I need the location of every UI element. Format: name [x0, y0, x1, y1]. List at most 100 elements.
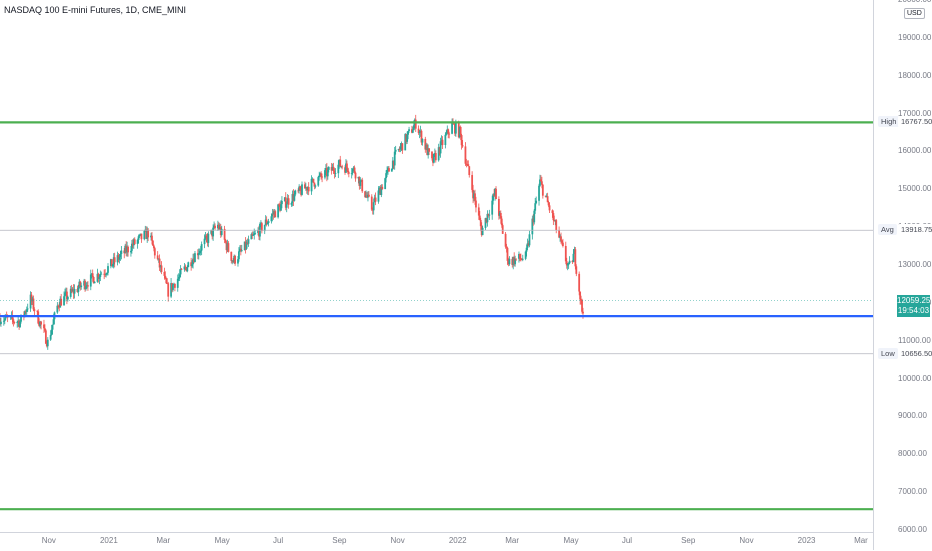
candle-body: [507, 260, 510, 265]
candle-body: [292, 194, 295, 201]
candle-body: [127, 246, 129, 253]
candle-body: [346, 163, 348, 169]
candle-body: [394, 149, 397, 152]
candle-body: [199, 250, 202, 252]
candle-body: [253, 233, 256, 236]
candle-body: [150, 235, 152, 238]
time-axis[interactable]: [0, 532, 873, 551]
candle-body: [90, 273, 93, 275]
price-tick-label: 6000.00: [898, 525, 927, 534]
price-tick-label: 20000.00: [898, 0, 931, 4]
candle-body: [210, 229, 213, 234]
candle-body: [372, 202, 375, 211]
price-chart[interactable]: [0, 0, 873, 532]
candle-body: [263, 224, 266, 232]
candle-body: [245, 242, 248, 249]
candle-body: [446, 129, 449, 134]
candle-body: [339, 159, 342, 167]
candle-body: [125, 245, 128, 253]
candle-body: [414, 119, 417, 129]
candle-body: [254, 232, 257, 234]
candle-body: [354, 172, 357, 179]
candle-body: [318, 175, 321, 178]
currency-label[interactable]: USD: [904, 8, 925, 19]
candle-body: [258, 230, 260, 237]
candle-body: [244, 241, 247, 249]
candle-body: [176, 278, 179, 288]
candle-body: [491, 200, 494, 215]
candle-body: [560, 236, 562, 241]
candle-body: [447, 129, 450, 134]
candle-body: [379, 188, 382, 196]
candle-body: [232, 260, 235, 263]
candle-body: [46, 339, 49, 347]
candle-body: [371, 209, 374, 211]
candle-body: [457, 122, 460, 138]
candle-body: [353, 167, 356, 173]
candle-body: [280, 204, 282, 211]
candle-body: [425, 144, 428, 150]
candle-body: [312, 178, 315, 183]
candle-body: [293, 194, 296, 201]
time-tick-label: Sep: [332, 536, 347, 545]
time-tick-label: Mar: [156, 536, 171, 545]
level-name-tag: High: [878, 116, 900, 128]
candle-body: [93, 281, 96, 284]
price-axis[interactable]: [873, 0, 932, 550]
candle-body: [366, 195, 368, 198]
candle-body: [331, 166, 334, 171]
candle-body: [60, 298, 63, 306]
candle-body: [178, 274, 181, 277]
candle-body: [290, 202, 293, 205]
candle-body: [271, 213, 274, 217]
candle-body: [344, 167, 346, 173]
candle-body: [220, 228, 223, 235]
candle-body: [71, 289, 74, 292]
candle-body: [63, 296, 65, 306]
candle-body: [359, 180, 362, 186]
candle-body: [260, 223, 262, 225]
candle-body: [559, 236, 561, 238]
candle-body: [460, 135, 463, 146]
candle-body: [484, 218, 487, 228]
candle-body: [237, 259, 239, 264]
candle-body: [118, 257, 121, 260]
candle-body: [45, 343, 48, 347]
candle-body: [100, 273, 103, 275]
candle-body: [493, 194, 496, 196]
price-tick-label: 8000.00: [898, 449, 927, 459]
candle-body: [299, 186, 301, 190]
candle-body: [432, 158, 434, 163]
candle-body: [194, 253, 196, 263]
candle-body: [334, 173, 337, 175]
candle-body: [565, 261, 568, 266]
candle-body: [579, 291, 582, 300]
candle-body: [401, 143, 404, 151]
candle-body: [97, 273, 100, 279]
candle-body: [11, 315, 14, 320]
candle-body: [448, 133, 451, 135]
candle-body: [207, 233, 210, 243]
candle-body: [564, 245, 567, 262]
price-tick-label: 16000.00: [898, 146, 932, 156]
candle-body: [453, 123, 455, 125]
candle-body: [264, 219, 267, 225]
candle-body: [426, 144, 429, 156]
candle-body: [153, 248, 156, 256]
candle-body: [434, 153, 437, 161]
candle-body: [337, 164, 340, 174]
candle-body: [548, 205, 551, 211]
candle-body: [173, 283, 176, 288]
candle-body: [392, 160, 395, 166]
candle-body: [427, 148, 430, 156]
candle-body: [31, 298, 34, 302]
candle-body: [333, 171, 336, 174]
candle-body: [38, 323, 41, 326]
candle-body: [238, 251, 240, 260]
candle-body: [575, 266, 578, 274]
candle-body: [234, 255, 237, 264]
candle-body: [494, 188, 496, 196]
candle-body: [578, 273, 581, 292]
candle-body: [157, 258, 160, 260]
candle-body: [30, 294, 33, 302]
